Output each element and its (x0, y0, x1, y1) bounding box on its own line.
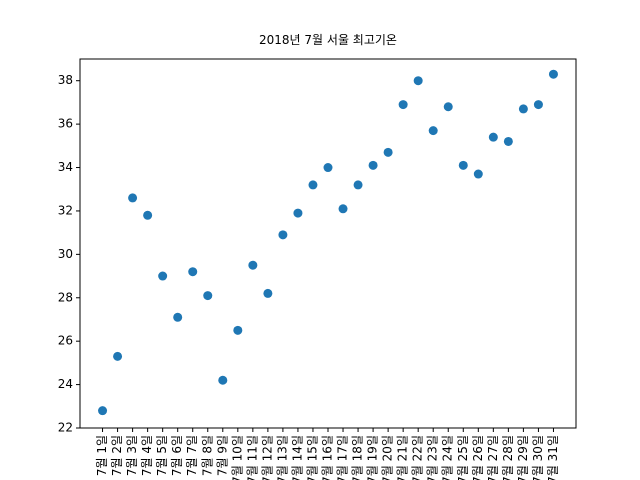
x-tick-label: 7월 9일 (215, 435, 229, 476)
x-tick-label: 7월 23일 (426, 435, 440, 480)
x-tick-label: 7월 7일 (185, 435, 199, 476)
x-tick-label: 7월 31일 (546, 435, 560, 480)
x-tick-label: 7월 15일 (305, 435, 319, 480)
point (113, 351, 123, 361)
point (278, 230, 288, 240)
x-tick-label: 7월 3일 (125, 435, 139, 476)
point (248, 260, 258, 270)
point (128, 193, 138, 203)
point (218, 375, 228, 385)
y-tick-label: 30 (58, 247, 73, 261)
point (173, 312, 183, 322)
point (413, 76, 423, 86)
point (338, 204, 348, 214)
y-tick-label: 34 (58, 160, 73, 174)
point (428, 126, 438, 136)
x-tick-label: 7월 8일 (200, 435, 214, 476)
chart-title: 2018년 7월 서울 최고기온 (259, 33, 397, 47)
point (398, 100, 408, 110)
x-tick-label: 7월 19일 (366, 435, 380, 480)
x-tick-label: 7월 2일 (110, 435, 124, 476)
point (308, 180, 318, 190)
x-tick-label: 7월 5일 (155, 435, 169, 476)
point (548, 69, 558, 79)
x-tick-label: 7월 27일 (486, 435, 500, 480)
x-tick-label: 7월 14일 (290, 435, 304, 480)
x-tick-label: 7월 25일 (456, 435, 470, 480)
y-tick-label: 38 (58, 73, 73, 87)
point (473, 169, 483, 179)
point (263, 288, 273, 298)
point (323, 163, 333, 173)
x-tick-label: 7월 13일 (275, 435, 289, 480)
point (443, 102, 453, 112)
x-tick-label: 7월 4일 (140, 435, 154, 476)
x-tick-label: 7월 28일 (501, 435, 515, 480)
point (98, 406, 108, 416)
point (533, 100, 543, 110)
x-tick-label: 7월 29일 (516, 435, 530, 480)
point (158, 271, 168, 281)
point (458, 160, 468, 170)
x-tick-label: 7월 6일 (170, 435, 184, 476)
y-tick-label: 24 (58, 377, 73, 391)
y-tick-label: 28 (58, 290, 73, 304)
y-tick-label: 32 (58, 203, 73, 217)
x-tick-label: 7월 18일 (351, 435, 365, 480)
point (143, 210, 153, 220)
y-tick-label: 26 (58, 334, 73, 348)
point (233, 325, 243, 335)
y-tick-label: 22 (58, 421, 73, 435)
point (518, 104, 528, 114)
point (488, 132, 498, 142)
point (353, 180, 363, 190)
point (188, 267, 198, 277)
point (383, 147, 393, 157)
point (368, 160, 378, 170)
y-tick-label: 36 (58, 117, 73, 131)
x-tick-label: 7월 21일 (396, 435, 410, 480)
x-tick-label: 7월 22일 (411, 435, 425, 480)
x-tick-label: 7월 30일 (531, 435, 545, 480)
x-tick-label: 7월 11일 (245, 435, 259, 480)
x-tick-label: 7월 26일 (471, 435, 485, 480)
x-tick-label: 7월 24일 (441, 435, 455, 480)
x-tick-label: 7월 17일 (336, 435, 350, 480)
x-tick-label: 7월 12일 (260, 435, 274, 480)
x-tick-label: 7월 10일 (230, 435, 244, 480)
point (503, 136, 513, 146)
x-tick-label: 7월 20일 (381, 435, 395, 480)
point (203, 291, 213, 301)
x-tick-label: 7월 1일 (95, 435, 109, 476)
point (293, 208, 303, 218)
x-tick-label: 7월 16일 (321, 435, 335, 480)
